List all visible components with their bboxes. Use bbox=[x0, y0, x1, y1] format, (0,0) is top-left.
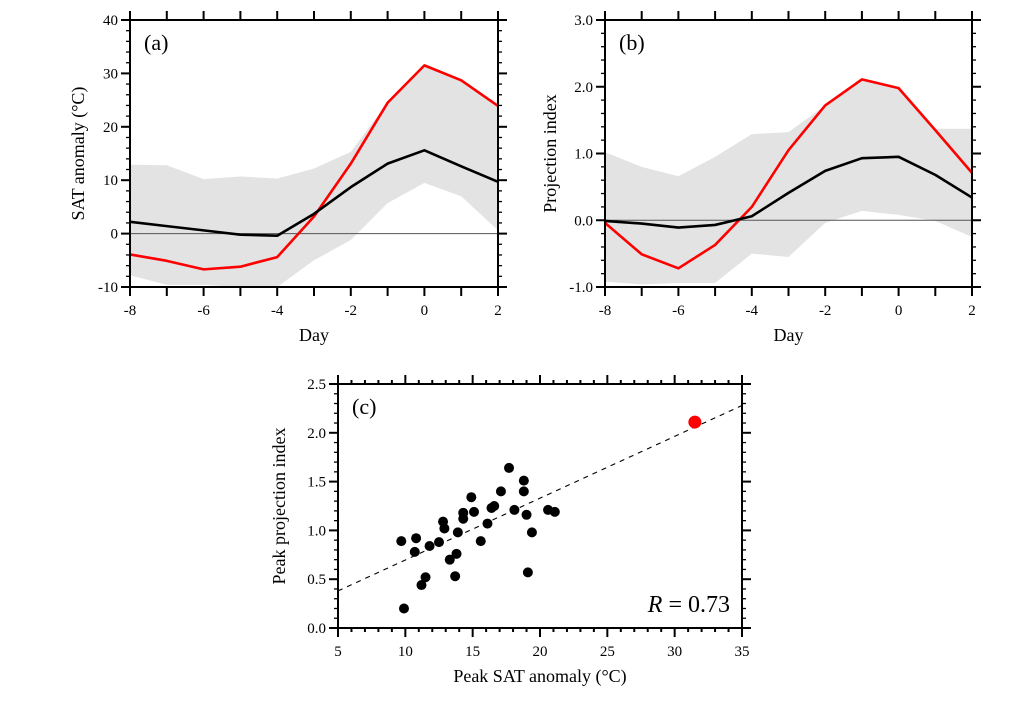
x-tick-label: 25 bbox=[600, 644, 615, 660]
y-tick-label: 1.5 bbox=[307, 475, 326, 491]
correlation-symbol: R bbox=[647, 592, 663, 618]
scatter-point bbox=[495, 486, 506, 497]
x-tick-label: 35 bbox=[735, 644, 750, 660]
x-tick-label: 10 bbox=[398, 644, 413, 660]
scatter-point bbox=[526, 527, 537, 538]
x-axis-title: Peak SAT anomaly (°C) bbox=[453, 666, 626, 687]
scatter-point bbox=[518, 486, 529, 497]
x-tick-label: 5 bbox=[334, 644, 342, 660]
panel-label: (c) bbox=[352, 394, 376, 419]
panel-label: (b) bbox=[619, 30, 645, 55]
x-tick-label: 15 bbox=[465, 644, 480, 660]
x-axis-title: Day bbox=[774, 325, 804, 345]
y-tick-label: 2.0 bbox=[307, 426, 326, 442]
correlation-value: = 0.73 bbox=[662, 592, 730, 618]
y-tick-label: -10 bbox=[98, 280, 118, 296]
scatter-point bbox=[486, 502, 497, 513]
x-tick-label: 0 bbox=[421, 303, 429, 319]
scatter-point bbox=[509, 504, 520, 515]
x-tick-label: -8 bbox=[124, 303, 137, 319]
highlight-point bbox=[688, 415, 702, 429]
scatter-point bbox=[469, 506, 480, 517]
panel-b: -8 -6 -4 -2 0 2 -1.0 0.0 1.0 2.0 3.0 Day Projection … bbox=[540, 11, 981, 345]
scatter-point bbox=[416, 580, 427, 591]
y-tick-label: 0.0 bbox=[307, 621, 326, 637]
scatter-point bbox=[458, 513, 469, 524]
y-tick-label: 10 bbox=[103, 173, 118, 189]
y-axis-title: Peak projection index bbox=[269, 428, 289, 585]
scatter-point bbox=[411, 533, 422, 544]
y-tick-label: 20 bbox=[103, 120, 118, 136]
scatter-point bbox=[466, 492, 477, 503]
scatter-point bbox=[450, 571, 461, 582]
scatter-point bbox=[518, 475, 529, 486]
y-tick-label: 0.0 bbox=[574, 213, 593, 229]
x-tick-label: 2 bbox=[968, 303, 976, 319]
x-tick-label: 2 bbox=[494, 303, 502, 319]
x-tick-label: -2 bbox=[819, 303, 832, 319]
x-tick-label: -4 bbox=[746, 303, 759, 319]
scatter-point bbox=[452, 527, 463, 538]
regression-line bbox=[337, 404, 743, 592]
scatter-point bbox=[451, 548, 462, 559]
x-tick-label: -6 bbox=[197, 303, 210, 319]
spread-band bbox=[130, 65, 498, 287]
y-tick-label: 0 bbox=[111, 227, 119, 243]
panel-label: (a) bbox=[144, 30, 168, 55]
x-tick-label: 0 bbox=[895, 303, 903, 319]
panel-c: 5 10 15 20 25 30 35 0.0 0.5 1.0 1.5 2.0 2.5 Peak SAT … bbox=[269, 375, 751, 687]
scatter-point bbox=[522, 567, 533, 578]
scatter-point bbox=[420, 572, 431, 583]
x-tick-label: -2 bbox=[345, 303, 358, 319]
x-tick-label: 30 bbox=[667, 644, 682, 660]
scatter-point bbox=[482, 518, 493, 529]
y-axis-title: Projection index bbox=[540, 94, 560, 212]
y-axis-title: SAT anomaly (°C) bbox=[68, 87, 89, 221]
scatter-point bbox=[398, 603, 409, 614]
y-tick-label: 40 bbox=[103, 13, 118, 29]
scatter-point bbox=[438, 516, 449, 527]
x-tick-label: -8 bbox=[599, 303, 612, 319]
scatter-point bbox=[549, 506, 560, 517]
y-tick-label: 1.0 bbox=[307, 523, 326, 539]
y-tick-label: 30 bbox=[103, 66, 118, 82]
x-tick-label: -6 bbox=[672, 303, 685, 319]
y-tick-label: 1.0 bbox=[574, 147, 593, 163]
y-tick-label: 3.0 bbox=[574, 13, 593, 29]
correlation-annotation: R = 0.73 bbox=[647, 592, 730, 618]
scatter-point bbox=[444, 554, 455, 565]
x-tick-label: -4 bbox=[271, 303, 284, 319]
y-tick-label: -1.0 bbox=[569, 280, 593, 296]
scatter-point bbox=[396, 536, 407, 547]
scatter-point bbox=[409, 546, 420, 557]
x-tick-label: 20 bbox=[533, 644, 548, 660]
scatter-point bbox=[434, 537, 444, 548]
y-tick-label: 2.5 bbox=[307, 377, 326, 393]
y-tick-label: 0.5 bbox=[307, 572, 326, 588]
scatter-point bbox=[521, 509, 532, 520]
x-axis-title: Day bbox=[299, 325, 329, 345]
spread-band bbox=[605, 79, 972, 285]
scatter-point bbox=[504, 462, 515, 473]
panel-a: -8 -6 -4 -2 0 2 -10 0 10 20 30 40 Day SAT anomaly (°C… bbox=[68, 11, 507, 345]
scatter-point bbox=[424, 541, 435, 552]
y-tick-label: 2.0 bbox=[574, 80, 593, 96]
scatter-point bbox=[475, 536, 486, 547]
